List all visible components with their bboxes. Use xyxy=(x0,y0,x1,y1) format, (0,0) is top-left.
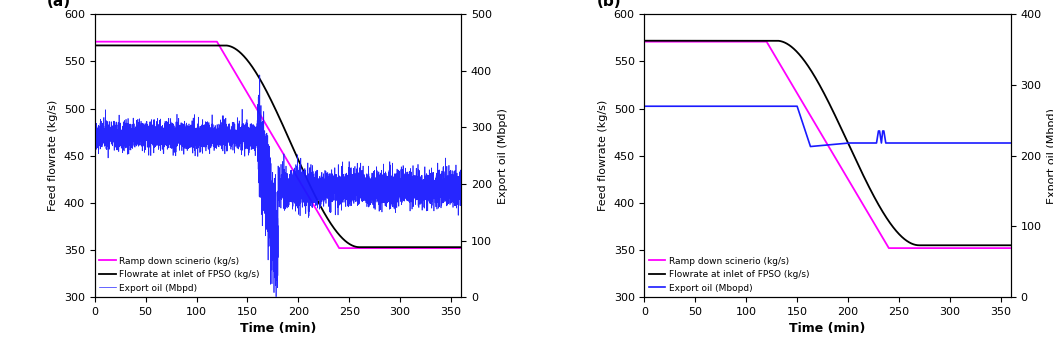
Legend: Ramp down scinerio (kg/s), Flowrate at inlet of FPSO (kg/s), Export oil (Mbopd): Ramp down scinerio (kg/s), Flowrate at i… xyxy=(649,257,810,292)
X-axis label: Time (min): Time (min) xyxy=(790,323,866,335)
Text: (a): (a) xyxy=(47,0,72,9)
Y-axis label: Export oil (Mbpd): Export oil (Mbpd) xyxy=(498,108,508,204)
Y-axis label: Feed flowrate (kg/s): Feed flowrate (kg/s) xyxy=(598,100,608,211)
X-axis label: Time (min): Time (min) xyxy=(240,323,316,335)
Y-axis label: Export oil (Mbpd): Export oil (Mbpd) xyxy=(1048,108,1053,204)
Text: (b): (b) xyxy=(597,0,621,9)
Legend: Ramp down scinerio (kg/s), Flowrate at inlet of FPSO (kg/s), Export oil (Mbpd): Ramp down scinerio (kg/s), Flowrate at i… xyxy=(99,257,260,292)
Y-axis label: Feed flowrate (kg/s): Feed flowrate (kg/s) xyxy=(48,100,58,211)
